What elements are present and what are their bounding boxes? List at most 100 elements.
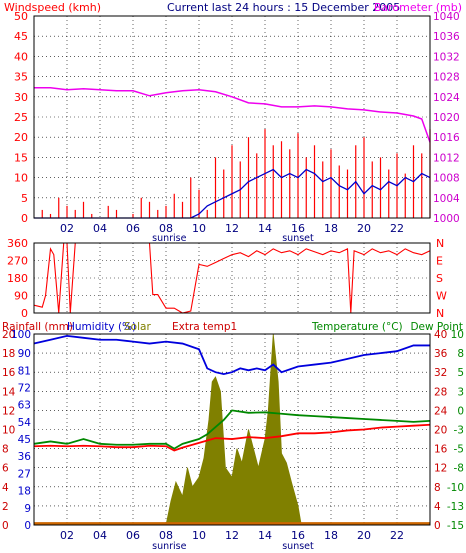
hour-tick: 08: [159, 222, 173, 235]
hour-tick: 12: [225, 529, 239, 542]
hour-tick: 22: [390, 222, 404, 235]
windspeed-axis: 0 5 10 15 20 25 30 35 40 45 50: [14, 10, 28, 225]
barometer-tick: 1032: [433, 51, 460, 63]
barometer-tick: 1008: [433, 173, 460, 185]
windspeed-label: Windspeed (kmh): [4, 1, 101, 14]
temperature-tick: 0: [434, 520, 441, 532]
dewpoint-tick: -13: [447, 501, 464, 513]
hour-tick: 04: [93, 529, 107, 542]
hour-tick: 20: [357, 222, 371, 235]
humidity-temp-plot: [33, 333, 431, 526]
hour-tick: 18: [324, 222, 338, 235]
rainfall-tick: 12: [2, 405, 15, 417]
windspeed-tick: 20: [14, 131, 28, 144]
dewpoint-tick: 3: [457, 386, 464, 398]
barometer-axis: 1000 1004 1008 1012 1016 1020 1024 1028 1032 1036…: [433, 11, 460, 225]
temperature-tick: 12: [434, 463, 447, 475]
rainfall-tick: 0: [2, 520, 9, 532]
wind-barometer-frame: [33, 15, 431, 219]
hour-tick: 12: [225, 222, 239, 235]
dewpoint-line: [33, 409, 431, 450]
hour-tick: 18: [324, 529, 338, 542]
hour-axis-bottom: 02 04 06 08 10 12 14 16 18 20 22 sunrise sunset: [60, 529, 404, 552]
dewpoint-tick: 0: [457, 405, 464, 417]
temperature-tick: 32: [434, 367, 447, 379]
rainfall-tick: 16: [2, 367, 16, 379]
direction-compass-tick: S: [436, 272, 443, 285]
direction-degree-tick: 180: [7, 272, 28, 285]
windspeed-tick: 35: [14, 71, 28, 84]
windspeed-tick: 45: [14, 30, 28, 43]
dewpoint-label: Dew Point: [410, 321, 463, 333]
direction-degree-axis: 0 90 180 270 360: [7, 237, 28, 320]
direction-degree-tick: 360: [7, 237, 28, 250]
temperature-tick: 16: [434, 444, 448, 456]
barometer-tick: 1004: [433, 193, 460, 205]
solar-area: [165, 333, 302, 526]
temperature-line: [33, 423, 431, 452]
humidity-tick: 63: [18, 400, 31, 412]
hour-tick: 02: [60, 222, 74, 235]
barometer-tick: 1012: [433, 152, 460, 164]
dewpoint-axis: -15 -13 -10 -8 -5 -3 0 3 5 8 10: [447, 329, 464, 532]
temperature-tick: 28: [434, 386, 447, 398]
temperature-label: Temperature (°C): [311, 321, 403, 333]
hour-tick: 02: [60, 529, 74, 542]
humidity-tick: 0: [24, 520, 31, 532]
hour-tick: 14: [258, 222, 272, 235]
windspeed-tick: 50: [14, 10, 28, 23]
barometer-tick: 1016: [433, 132, 460, 144]
dewpoint-tick: 5: [457, 367, 464, 379]
rainfall-axis: 0 2 4 6 8 10 12 14 16 18 20: [2, 329, 16, 532]
barometer-tick: 1024: [433, 92, 460, 104]
direction-degree-tick: 0: [21, 307, 28, 320]
direction-compass-tick: N: [436, 307, 444, 320]
temperature-tick: 20: [434, 425, 447, 437]
rainfall-tick: 10: [2, 425, 15, 437]
humidity-tick: 45: [18, 434, 31, 446]
temperature-tick: 40: [434, 329, 447, 341]
wind-barometer-panel: Windspeed (kmh) Current last 24 hours : …: [4, 1, 462, 244]
temperature-axis: 0 4 8 12 16 20 24 28 32 36 40: [434, 329, 448, 532]
extra-temp-label: Extra temp1: [172, 321, 237, 333]
hour-tick: 22: [390, 529, 404, 542]
hour-tick: 16: [291, 529, 305, 542]
dewpoint-tick: -5: [454, 444, 464, 456]
windspeed-tick: 30: [14, 91, 28, 104]
barometer-tick: 1040: [433, 11, 460, 23]
hour-tick: 16: [291, 222, 305, 235]
dewpoint-tick: 8: [457, 348, 464, 360]
humidity-tick: 100: [11, 329, 31, 341]
rainfall-tick: 8: [2, 444, 9, 456]
temperature-tick: 8: [434, 482, 441, 494]
dewpoint-tick: -10: [447, 482, 464, 494]
hour-axis: 02 04 06 08 10 12 14 16 18 20 22 sunrise sunset: [60, 222, 404, 244]
solar-label: Solar: [124, 321, 151, 333]
rainfall-tick: 6: [2, 463, 9, 475]
rainfall-tick: 4: [2, 482, 9, 494]
humidity-tick: 27: [18, 468, 31, 480]
humidity-temp-frame: [33, 333, 431, 526]
direction-plot: [33, 242, 431, 314]
barometer-label: Barometer (mb): [374, 1, 462, 14]
rainfall-tick: 14: [2, 386, 16, 398]
humidity-tick: 90: [18, 348, 31, 360]
direction-compass-tick: N: [436, 237, 444, 250]
humidity-temp-panel: Rainfall (mm) Humidity (%) Solar Extra t…: [2, 321, 464, 552]
windspeed-tick: 0: [21, 212, 28, 225]
hour-tick: 04: [93, 222, 107, 235]
sunrise-label: sunrise: [152, 233, 186, 244]
rainfall-tick: 2: [2, 501, 9, 513]
hour-tick: 06: [126, 222, 140, 235]
humidity-tick: 36: [18, 451, 32, 463]
humidity-tick: 54: [18, 417, 32, 429]
dewpoint-tick: 10: [451, 329, 464, 341]
direction-grid: [34, 242, 430, 314]
direction-compass-tick: W: [436, 290, 447, 303]
dewpoint-tick: -8: [454, 463, 464, 475]
barometer-line: [34, 86, 431, 143]
barometer-tick: 1028: [433, 72, 460, 84]
